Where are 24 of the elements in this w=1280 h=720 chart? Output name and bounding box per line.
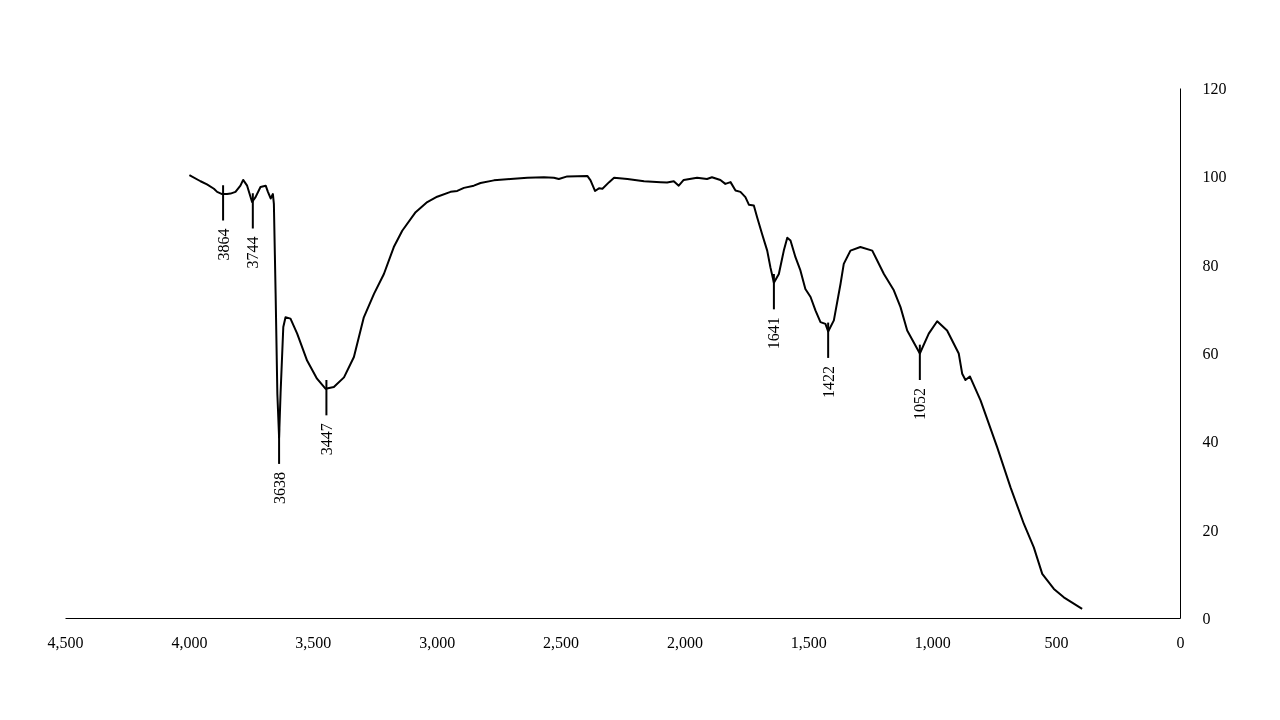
x-tick-label: 4,000 (171, 633, 208, 651)
x-tick-label: 2,000 (666, 633, 703, 651)
y-tick-label: 100 (1202, 168, 1227, 186)
x-tick-label: 0 (1176, 633, 1185, 651)
y-tick-label: 20 (1202, 521, 1219, 539)
x-tick-label: 500 (1044, 633, 1069, 651)
x-tick-label: 3,000 (419, 633, 456, 651)
annotation: 1422 (819, 365, 837, 398)
y-tick-label: 80 (1202, 256, 1219, 274)
x-tick-label: 1,500 (790, 633, 827, 651)
annotation: 3638 (270, 471, 288, 504)
x-tick-label: 1,000 (914, 633, 951, 651)
y-tick-label: 120 (1202, 80, 1227, 97)
annotation: 3864 (214, 228, 232, 261)
y-tick-label: 0 (1202, 610, 1211, 627)
y-tick-label: 60 (1202, 345, 1219, 362)
annotation: 1641 (765, 317, 783, 350)
annotation: 1052 (911, 388, 929, 420)
annotation: 3744 (244, 236, 262, 269)
x-tick-label: 4,500 (47, 633, 84, 651)
x-tick-label: 3,500 (295, 633, 332, 651)
annotation: 3447 (317, 423, 335, 456)
x-tick-label: 2,500 (543, 633, 580, 651)
y-tick-label: 40 (1202, 433, 1219, 451)
